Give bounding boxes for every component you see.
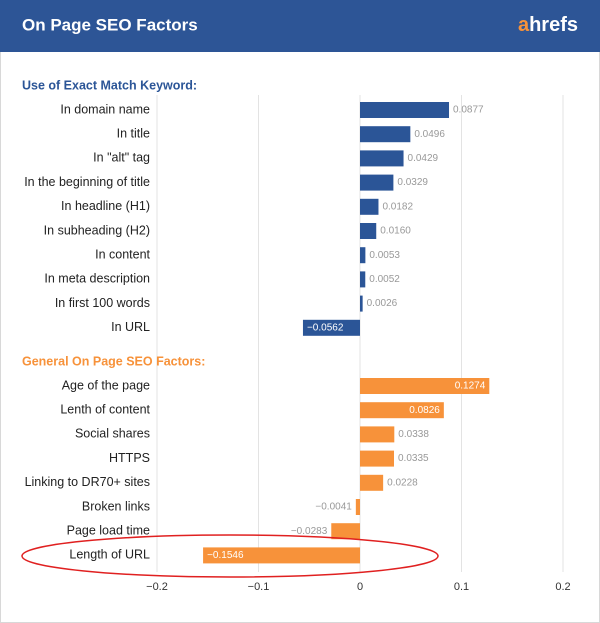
y-tick-label: Age of the page bbox=[62, 378, 150, 392]
y-tick-label: In domain name bbox=[60, 102, 150, 116]
y-tick-label: In title bbox=[117, 126, 150, 140]
y-tick-label: In the beginning of title bbox=[24, 175, 150, 189]
value-label: 0.0329 bbox=[397, 177, 428, 188]
group-heading: Use of Exact Match Keyword: bbox=[22, 78, 197, 92]
group-heading: General On Page SEO Factors: bbox=[22, 354, 205, 368]
bar bbox=[360, 223, 377, 239]
bar bbox=[360, 402, 444, 419]
value-label: 0.0429 bbox=[408, 153, 439, 164]
bar bbox=[355, 499, 360, 515]
bar bbox=[360, 126, 411, 143]
y-tick-label: In meta description bbox=[44, 272, 150, 286]
x-tick-label: 0.1 bbox=[454, 581, 469, 593]
y-tick-label: In "alt" tag bbox=[93, 151, 150, 165]
value-label: 0.0335 bbox=[398, 453, 429, 464]
y-tick-label: In headline (H1) bbox=[61, 199, 150, 213]
bar bbox=[360, 474, 384, 491]
bar bbox=[360, 295, 363, 312]
chart-title: On Page SEO Factors bbox=[22, 15, 198, 34]
y-tick-label: Page load time bbox=[67, 523, 150, 537]
value-label: 0.0026 bbox=[367, 298, 398, 309]
value-label: 0.0228 bbox=[387, 477, 418, 488]
brand-rest: hrefs bbox=[529, 14, 578, 36]
y-tick-label: HTTPS bbox=[109, 451, 150, 465]
y-tick-label: Social shares bbox=[75, 427, 150, 441]
y-tick-label: In first 100 words bbox=[55, 296, 150, 310]
y-tick-label: Broken links bbox=[82, 499, 150, 513]
value-label: 0.0877 bbox=[453, 105, 484, 116]
x-tick-label: 0.2 bbox=[555, 581, 570, 593]
header bbox=[0, 0, 600, 52]
y-tick-label: Lenth of content bbox=[60, 402, 150, 416]
bar bbox=[360, 378, 490, 394]
y-tick-label: In content bbox=[95, 247, 150, 261]
bar bbox=[203, 547, 360, 564]
bar bbox=[302, 319, 360, 336]
bar bbox=[360, 426, 395, 443]
value-label: 0.0182 bbox=[382, 201, 413, 212]
value-label: −0.0283 bbox=[291, 526, 328, 537]
bar bbox=[360, 102, 450, 118]
bar bbox=[331, 523, 360, 540]
value-label: 0.0052 bbox=[369, 274, 400, 285]
value-label: −0.0562 bbox=[307, 322, 344, 333]
value-label: 0.1274 bbox=[455, 381, 486, 392]
value-label: −0.0041 bbox=[315, 502, 352, 513]
x-tick-label: 0 bbox=[357, 581, 363, 593]
value-label: 0.0053 bbox=[369, 250, 400, 261]
highlight-ellipse bbox=[21, 534, 439, 578]
bar bbox=[360, 150, 404, 167]
x-tick-label: −0.1 bbox=[248, 581, 270, 593]
y-tick-label: Length of URL bbox=[69, 548, 150, 562]
y-tick-label: In subheading (H2) bbox=[44, 223, 150, 237]
bar bbox=[360, 174, 394, 191]
value-label: 0.0826 bbox=[409, 405, 440, 416]
brand-logo: ahrefs bbox=[518, 14, 578, 36]
bar bbox=[360, 198, 379, 215]
brand-accent: a bbox=[518, 14, 530, 36]
bar bbox=[360, 450, 395, 467]
x-tick-label: −0.2 bbox=[146, 581, 168, 593]
value-label: −0.1546 bbox=[207, 550, 244, 561]
y-tick-label: In URL bbox=[111, 320, 150, 334]
y-tick-label: Linking to DR70+ sites bbox=[25, 475, 150, 489]
bar bbox=[360, 247, 366, 264]
value-label: 0.0338 bbox=[398, 429, 429, 440]
value-label: 0.0496 bbox=[414, 129, 445, 140]
value-label: 0.0160 bbox=[380, 226, 411, 237]
bar bbox=[360, 271, 366, 288]
